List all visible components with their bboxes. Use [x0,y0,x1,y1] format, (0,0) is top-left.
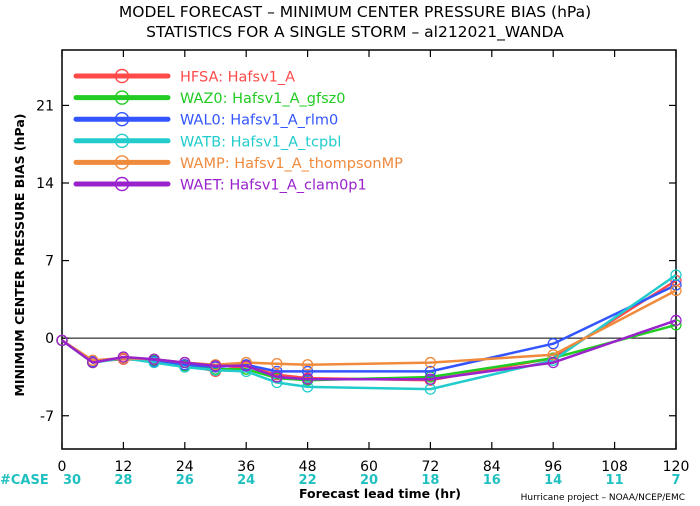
data-point [240,360,252,372]
x-axis-ticks: 0 12 24 36 48 60 72 84 96 108 120 [58,50,690,475]
case-count: 7 [671,473,680,488]
y-tick-label: 7 [45,254,54,270]
case-count: 16 [483,473,501,488]
data-point [424,356,437,369]
x-tick-label: 72 [421,459,439,475]
data-point [87,356,99,369]
case-count: 24 [237,473,255,488]
series-group [56,269,682,395]
data-point [240,356,252,369]
data-point [301,359,314,371]
y-axis-ticks: -7 0 7 14 21 [36,98,676,425]
legend-label: WAMP: Hafsv1_A_thompsonMP [180,156,403,172]
x-tick-label: 84 [483,459,501,475]
case-count: 22 [299,473,317,488]
y-tick-label: 21 [36,98,54,114]
legend-marker [114,176,130,192]
case-count: 11 [606,473,624,488]
series-3 [56,269,682,395]
case-counts: 30 28 26 24 22 20 18 16 14 11 7 [63,473,681,488]
chart-title-line2: STATISTICS FOR A SINGLE STORM – al212021… [146,23,564,42]
legend-label: WAL0: Hafsv1_A_rlm0 [180,113,338,129]
y-tick-label: 14 [36,176,54,192]
y-axis-label: MINIMUM CENTER PRESSURE BIAS (hPa) [12,113,27,396]
case-count: 30 [63,473,81,488]
data-point [209,360,222,372]
y-tick-label: -7 [40,409,54,425]
case-count: 14 [544,473,562,488]
x-tick-label: 60 [360,459,378,475]
data-point [670,269,682,281]
data-point [301,381,314,393]
data-point [56,334,68,347]
case-count: 26 [176,473,194,488]
x-tick-label: 108 [601,459,628,475]
chart-title-line1: MODEL FORECAST – MINIMUM CENTER PRESSURE… [119,3,591,21]
legend-label: HFSA: Hafsv1_A [180,70,295,86]
data-point [547,338,559,350]
legend-marker [114,133,130,149]
data-point [547,356,559,369]
data-point [148,356,160,369]
data-point [670,319,682,331]
x-axis-label: Forecast lead time (hr) [299,486,461,501]
legend-marker [114,68,130,84]
case-count: 18 [421,473,439,488]
legend: HFSA: Hafsv1_A WAZ0: Hafsv1_A_gfsz0 WAL0: … [73,68,403,194]
x-tick-label: 96 [544,459,562,475]
data-point [301,365,314,378]
data-point [271,358,283,370]
data-point [670,284,682,297]
x-tick-label: 48 [299,459,317,475]
x-tick-label: 24 [176,459,194,475]
series-5 [56,314,682,385]
legend-label: WAET: Hafsv1_A_clam0p1 [180,178,367,194]
x-tick-label: 0 [58,459,67,475]
legend-label: WATB: Hafsv1_A_tcpbl [180,134,341,150]
x-tick-label: 120 [663,459,690,475]
case-count: 20 [360,473,378,488]
credit-text: Hurricane project – NOAA/NCEP/EMC [521,493,685,503]
legend-marker [114,155,130,170]
data-point [117,351,130,363]
data-point [670,314,682,327]
case-label: #CASE [0,473,49,488]
x-tick-label: 36 [237,459,255,475]
legend-label: WAZ0: Hafsv1_A_gfsz0 [180,91,346,107]
data-point [148,353,160,365]
data-point [271,371,283,383]
x-tick-label: 12 [114,459,132,475]
case-count: 28 [114,473,132,488]
data-point [547,349,559,361]
series-1 [56,319,682,386]
legend-marker [114,90,130,105]
series-0 [56,274,682,386]
legend-marker [114,111,130,127]
data-point [179,356,191,369]
data-point [424,373,437,385]
y-tick-label: 0 [45,331,54,347]
data-point [424,365,437,378]
data-point [301,373,314,385]
